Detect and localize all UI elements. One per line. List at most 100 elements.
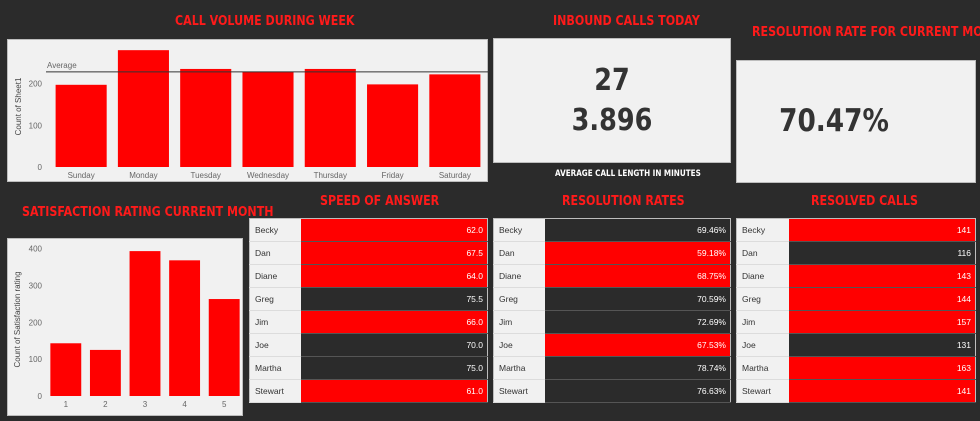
table-row: Martha 163 [736,356,976,380]
resolved-calls-title: RESOLVED CALLS [811,193,918,209]
table-row: Dan 59.18% [493,241,731,265]
y-tick-label: 200 [29,80,43,89]
value-cell[interactable]: 75.0 [300,356,488,380]
bar[interactable] [50,343,82,396]
value-cell[interactable]: 59.18% [544,241,731,265]
x-tick-label: Friday [381,171,403,180]
inbound-calls-value: 27 [594,63,630,98]
agent-name: Greg [736,287,789,311]
value-cell[interactable]: 157 [788,310,976,334]
table-row: Stewart 141 [736,379,976,403]
table-row: Jim 72.69% [493,310,731,334]
avg-call-length-caption: AVERAGE CALL LENGTH IN MINUTES [555,169,701,179]
table-row: Becky 62.0 [249,218,488,242]
value-cell[interactable]: 68.75% [544,264,731,288]
y-tick-label: 0 [38,163,43,172]
x-tick-label: Thursday [314,171,347,180]
table-row: Dan 116 [736,241,976,265]
value-cell[interactable]: 64.0 [300,264,488,288]
value-cell[interactable]: 163 [788,356,976,380]
value-cell[interactable]: 72.69% [544,310,731,334]
bar[interactable] [180,68,232,167]
agent-name: Dan [249,241,301,265]
y-axis-title: Count of Sheet1 [14,77,23,135]
agent-name: Becky [736,218,789,242]
resolution-rate-value: 70.47% [779,103,889,139]
value-cell[interactable]: 67.5 [300,241,488,265]
table-row: Greg 75.5 [249,287,488,311]
y-tick-label: 100 [29,355,43,364]
agent-name: Stewart [736,379,789,403]
agent-name: Becky [249,218,301,242]
y-tick-label: 100 [29,121,43,130]
call-volume-svg: Count of Sheet1 0 100 200 Sunday Monday Tuesda… [14,50,489,180]
table-row: Stewart 61.0 [249,379,488,403]
table-row: Diane 143 [736,264,976,288]
x-tick-label: Saturday [439,171,471,180]
average-label: Average [47,61,77,70]
value-cell[interactable]: 144 [788,287,976,311]
bar[interactable] [129,251,161,396]
inbound-calls-panel: 27 3.896 [493,38,731,163]
y-tick-label: 200 [29,318,43,327]
agent-name: Jim [493,310,545,334]
value-cell[interactable]: 62.0 [300,218,488,242]
y-tick-label: 0 [38,392,43,401]
agent-name: Jim [249,310,301,334]
bar[interactable] [169,260,201,396]
value-cell[interactable]: 61.0 [300,379,488,403]
bar[interactable] [208,299,240,396]
agent-name: Martha [249,356,301,380]
table-row: Greg 144 [736,287,976,311]
speed-of-answer-table: Becky 62.0 Dan 67.5 Diane 64.0 Greg 75.5 Jim 66.0… [249,218,488,403]
value-cell[interactable]: 75.5 [300,287,488,311]
value-cell[interactable]: 116 [788,241,976,265]
resolved-calls-table: Becky 141 Dan 116 Diane 143 Greg 144 Jim 157 Joe 13… [736,218,976,403]
bar[interactable] [55,84,107,167]
agent-name: Stewart [493,379,545,403]
bar[interactable] [429,74,481,167]
inbound-calls-title: INBOUND CALLS TODAY [553,13,700,29]
table-row: Martha 75.0 [249,356,488,380]
table-row: Joe 131 [736,333,976,357]
call-volume-chart: Count of Sheet1 0 100 200 Sunday Monday Tuesda… [7,39,489,182]
bar[interactable] [242,71,294,167]
value-cell[interactable]: 131 [788,333,976,357]
agent-name: Joe [736,333,789,357]
value-cell[interactable]: 141 [788,218,976,242]
x-tick-label: 5 [222,400,227,409]
bar[interactable] [304,68,356,167]
bar[interactable] [117,50,169,168]
value-cell[interactable]: 76.63% [544,379,731,403]
y-axis-title: Count of Satisfaction rating [13,271,22,367]
value-cell[interactable]: 67.53% [544,333,731,357]
agent-name: Diane [249,264,301,288]
table-row: Martha 78.74% [493,356,731,380]
value-cell[interactable]: 78.74% [544,356,731,380]
table-row: Stewart 76.63% [493,379,731,403]
value-cell[interactable]: 70.59% [544,287,731,311]
satisfaction-chart: Count of Satisfaction rating 0 100 200 300 40… [7,238,243,416]
x-tick-label: Monday [129,171,157,180]
value-cell[interactable]: 70.0 [300,333,488,357]
agent-name: Greg [249,287,301,311]
bar[interactable] [89,349,121,396]
value-cell[interactable]: 69.46% [544,218,731,242]
agent-name: Martha [736,356,789,380]
agent-name: Martha [493,356,545,380]
x-tick-label: Wednesday [247,171,289,180]
agent-name: Dan [493,241,545,265]
resolution-rates-title: RESOLUTION RATES [562,193,685,209]
y-tick-label: 400 [29,245,43,254]
table-row: Joe 67.53% [493,333,731,357]
agent-name: Jim [736,310,789,334]
value-cell[interactable]: 143 [788,264,976,288]
bar[interactable] [367,84,419,167]
value-cell[interactable]: 141 [788,379,976,403]
value-cell[interactable]: 66.0 [300,310,488,334]
resolution-rate-panel: 70.47% [736,60,976,183]
agent-name: Dan [736,241,789,265]
table-row: Diane 64.0 [249,264,488,288]
table-row: Diane 68.75% [493,264,731,288]
satisfaction-svg: Count of Satisfaction rating 0 100 200 300 40… [13,245,240,409]
